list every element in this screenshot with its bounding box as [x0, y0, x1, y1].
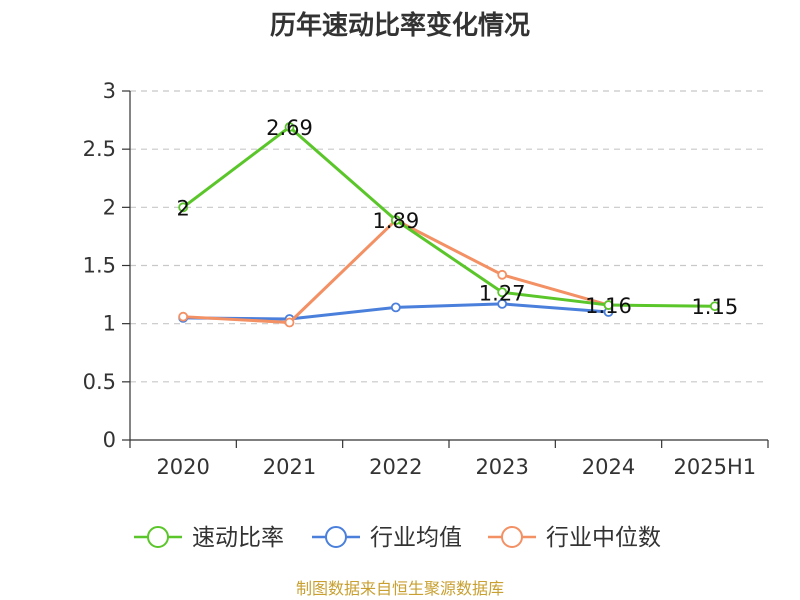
legend-label: 行业均值	[370, 525, 462, 551]
x-tick-label: 2023	[475, 455, 528, 479]
series-group	[178, 122, 720, 328]
legend-label: 行业中位数	[546, 525, 661, 551]
data-point	[497, 269, 508, 280]
data-label: 1.27	[479, 281, 526, 305]
chart-title: 历年速动比率变化情况	[270, 10, 530, 41]
x-tick-label: 2020	[156, 455, 209, 479]
axes: 0 0.5 1 1.5 2 2.5 3 2020 2021 2022 2023 2024 2025H1	[83, 79, 769, 479]
data-label: 2.69	[266, 116, 313, 140]
data-point	[709, 301, 720, 312]
legend-item-2: 行业均值	[312, 525, 462, 551]
data-point	[284, 122, 295, 132]
legend-marker	[501, 526, 523, 548]
data-point	[603, 300, 614, 310]
y-tick-label: 1.5	[83, 254, 116, 278]
y-tick-label: 3	[103, 79, 116, 103]
data-point	[284, 317, 295, 328]
x-tick-label: 2021	[263, 455, 316, 479]
data-label: 1.15	[691, 295, 738, 319]
data-point	[390, 215, 401, 226]
legend-item-3: 行业中位数	[488, 525, 661, 551]
legend: 速动比率 行业均值 行业中位数	[134, 525, 661, 551]
y-tick-label: 1	[103, 312, 116, 336]
y-tick-label: 0.5	[83, 370, 116, 394]
y-tick-label: 2.5	[83, 137, 116, 161]
legend-marker	[147, 526, 169, 548]
y-tick-label: 2	[103, 195, 116, 219]
source-note: 制图数据来自恒生聚源数据库	[296, 579, 504, 598]
data-label: 1.16	[585, 294, 632, 318]
data-point	[390, 302, 401, 313]
legend-item-1: 速动比率	[134, 525, 284, 551]
legend-marker	[325, 526, 347, 548]
x-tick-label: 2024	[582, 455, 635, 479]
data-point	[497, 298, 508, 309]
legend-label: 速动比率	[192, 525, 284, 551]
data-point	[178, 202, 189, 213]
series-line-1	[182, 125, 715, 308]
data-labels: 2 2.69 1.89 1.27 1.16 1.15	[176, 116, 738, 319]
data-label: 1.89	[372, 209, 419, 233]
data-label: 2	[176, 196, 189, 220]
x-tick-label: 2025H1	[674, 455, 757, 479]
data-point	[497, 287, 508, 298]
x-tick-label: 2022	[369, 455, 422, 479]
grid-lines	[130, 90, 768, 383]
data-point	[178, 311, 189, 322]
y-tick-label: 0	[103, 428, 116, 452]
